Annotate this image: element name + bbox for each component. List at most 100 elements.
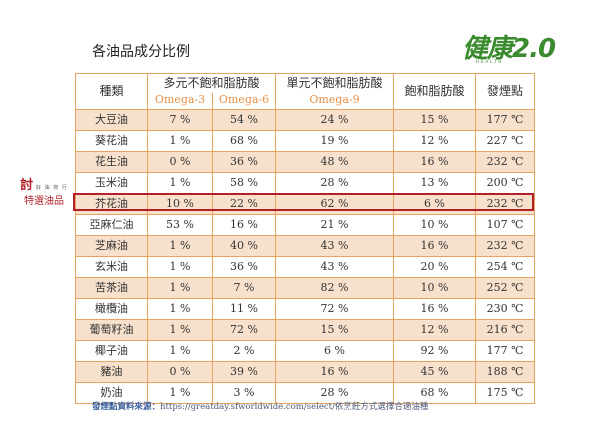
badge-label: 特選油品 [24,196,64,207]
cell-omega9: 6 % [275,340,395,362]
cell-smoke-point: 177 ℃ [475,109,536,131]
cell-omega6: 72 % [211,319,277,341]
cell-omega9: 28 % [275,382,395,404]
cell-omega9: 62 % [275,193,395,215]
cell-omega6: 36 % [211,151,277,173]
cell-omega9: 16 % [275,361,395,383]
table-row: 芥花油 10 % 22 % 62 % 6 % 232 ℃ [75,193,536,215]
cell-oil-name: 芥花油 [75,193,148,215]
cell-saturated: 10 % [393,277,477,299]
cell-omega3: 1 % [147,172,213,194]
cell-omega9: 72 % [275,298,395,320]
cell-omega3: 1 % [147,319,213,341]
table-row: 亞麻仁油 53 % 16 % 21 % 10 % 107 ℃ [75,214,536,236]
table-row: 椰子油 1 % 2 % 6 % 92 % 177 ℃ [75,340,536,362]
badge-small-text: 好 油 商 行 [36,185,68,191]
cell-saturated: 12 % [393,319,477,341]
cell-omega3: 1 % [147,256,213,278]
brand-logo-text: 健康2.0 [462,34,556,64]
brand-logo: 健康2.0 HEALTH [462,28,574,68]
brand-logo-subtext: HEALTH [476,59,504,64]
cell-omega9: 19 % [275,130,395,152]
cell-omega6: 40 % [211,235,277,257]
cell-oil-name: 玉米油 [75,172,148,194]
cell-omega9: 21 % [275,214,395,236]
cell-smoke-point: 232 ℃ [475,193,536,215]
cell-omega9: 82 % [275,277,395,299]
table-row: 玉米油 1 % 58 % 28 % 13 % 200 ℃ [75,172,536,194]
cell-smoke-point: 107 ℃ [475,214,536,236]
cell-omega6: 22 % [211,193,277,215]
cell-saturated: 6 % [393,193,477,215]
cell-smoke-point: 232 ℃ [475,235,536,257]
header-omega9: Omega-9 [275,93,395,110]
table-row: 芝麻油 1 % 40 % 43 % 16 % 232 ℃ [75,235,536,257]
table-row: 大豆油 7 % 54 % 24 % 15 % 177 ℃ [75,109,536,131]
cell-saturated: 15 % [393,109,477,131]
cell-omega3: 0 % [147,151,213,173]
cell-omega9: 48 % [275,151,395,173]
cell-oil-name: 椰子油 [75,340,148,362]
cell-saturated: 13 % [393,172,477,194]
header-polyunsaturated: 多元不飽和脂肪酸 [146,73,277,93]
header-monounsaturated: 單元不飽和脂肪酸 [275,73,395,93]
cell-omega3: 7 % [147,109,213,131]
cell-smoke-point: 200 ℃ [475,172,536,194]
cell-omega3: 10 % [147,193,213,215]
cell-smoke-point: 232 ℃ [475,151,536,173]
cell-oil-name: 葡萄籽油 [75,319,148,341]
source-url[interactable]: https://greatday.sfworldwide.com/select/… [160,402,429,412]
cell-omega6: 3 % [211,382,277,404]
cell-omega6: 36 % [211,256,277,278]
table-row: 花生油 0 % 36 % 48 % 16 % 232 ℃ [75,151,536,173]
table-row: 奶油 1 % 3 % 28 % 68 % 175 ℃ [75,382,536,404]
cell-smoke-point: 252 ℃ [475,277,536,299]
table-row: 葡萄籽油 1 % 72 % 15 % 12 % 216 ℃ [75,319,536,341]
cell-smoke-point: 175 ℃ [475,382,536,404]
cell-omega3: 53 % [147,214,213,236]
cell-oil-name: 橄欖油 [75,298,148,320]
cell-smoke-point: 254 ℃ [475,256,536,278]
source-footnote: 發煙點資料來源：https://greatday.sfworldwide.com… [92,400,428,412]
cell-omega9: 43 % [275,235,395,257]
cell-omega6: 11 % [211,298,277,320]
cell-smoke-point: 216 ℃ [475,319,536,341]
cell-saturated: 16 % [393,235,477,257]
cell-omega3: 1 % [147,340,213,362]
oil-composition-table: 種類 多元不飽和脂肪酸 單元不飽和脂肪酸 飽和脂肪酸 發煙點 Omega-3 O… [75,73,536,404]
cell-saturated: 20 % [393,256,477,278]
cell-saturated: 12 % [393,130,477,152]
header-type: 種類 [75,73,148,110]
page-title: 各油品成分比例 [92,44,190,60]
cell-omega3: 1 % [147,130,213,152]
cell-omega6: 54 % [211,109,277,131]
cell-omega9: 43 % [275,256,395,278]
cell-saturated: 45 % [393,361,477,383]
cell-saturated: 16 % [393,298,477,320]
cell-smoke-point: 230 ℃ [475,298,536,320]
table-row: 豬油 0 % 39 % 16 % 45 % 188 ℃ [75,361,536,383]
header-omega3: Omega-3 [147,93,213,110]
cell-smoke-point: 188 ℃ [475,361,536,383]
table-row: 玄米油 1 % 36 % 43 % 20 % 254 ℃ [75,256,536,278]
cell-omega9: 15 % [275,319,395,341]
table-row: 苦茶油 1 % 7 % 82 % 10 % 252 ℃ [75,277,536,299]
cell-oil-name: 花生油 [75,151,148,173]
header-saturated: 飽和脂肪酸 [393,73,477,110]
cell-omega3: 1 % [147,382,213,404]
cell-omega6: 7 % [211,277,277,299]
cell-omega6: 39 % [211,361,277,383]
cell-oil-name: 豬油 [75,361,148,383]
cell-oil-name: 大豆油 [75,109,148,131]
table-row: 葵花油 1 % 68 % 19 % 12 % 227 ℃ [75,130,536,152]
cell-oil-name: 芝麻油 [75,235,148,257]
cell-omega6: 2 % [211,340,277,362]
cell-saturated: 68 % [393,382,477,404]
cell-saturated: 92 % [393,340,477,362]
cell-omega3: 0 % [147,361,213,383]
cell-smoke-point: 177 ℃ [475,340,536,362]
cell-omega9: 28 % [275,172,395,194]
cell-omega6: 58 % [211,172,277,194]
cell-oil-name: 葵花油 [75,130,148,152]
cell-saturated: 10 % [393,214,477,236]
